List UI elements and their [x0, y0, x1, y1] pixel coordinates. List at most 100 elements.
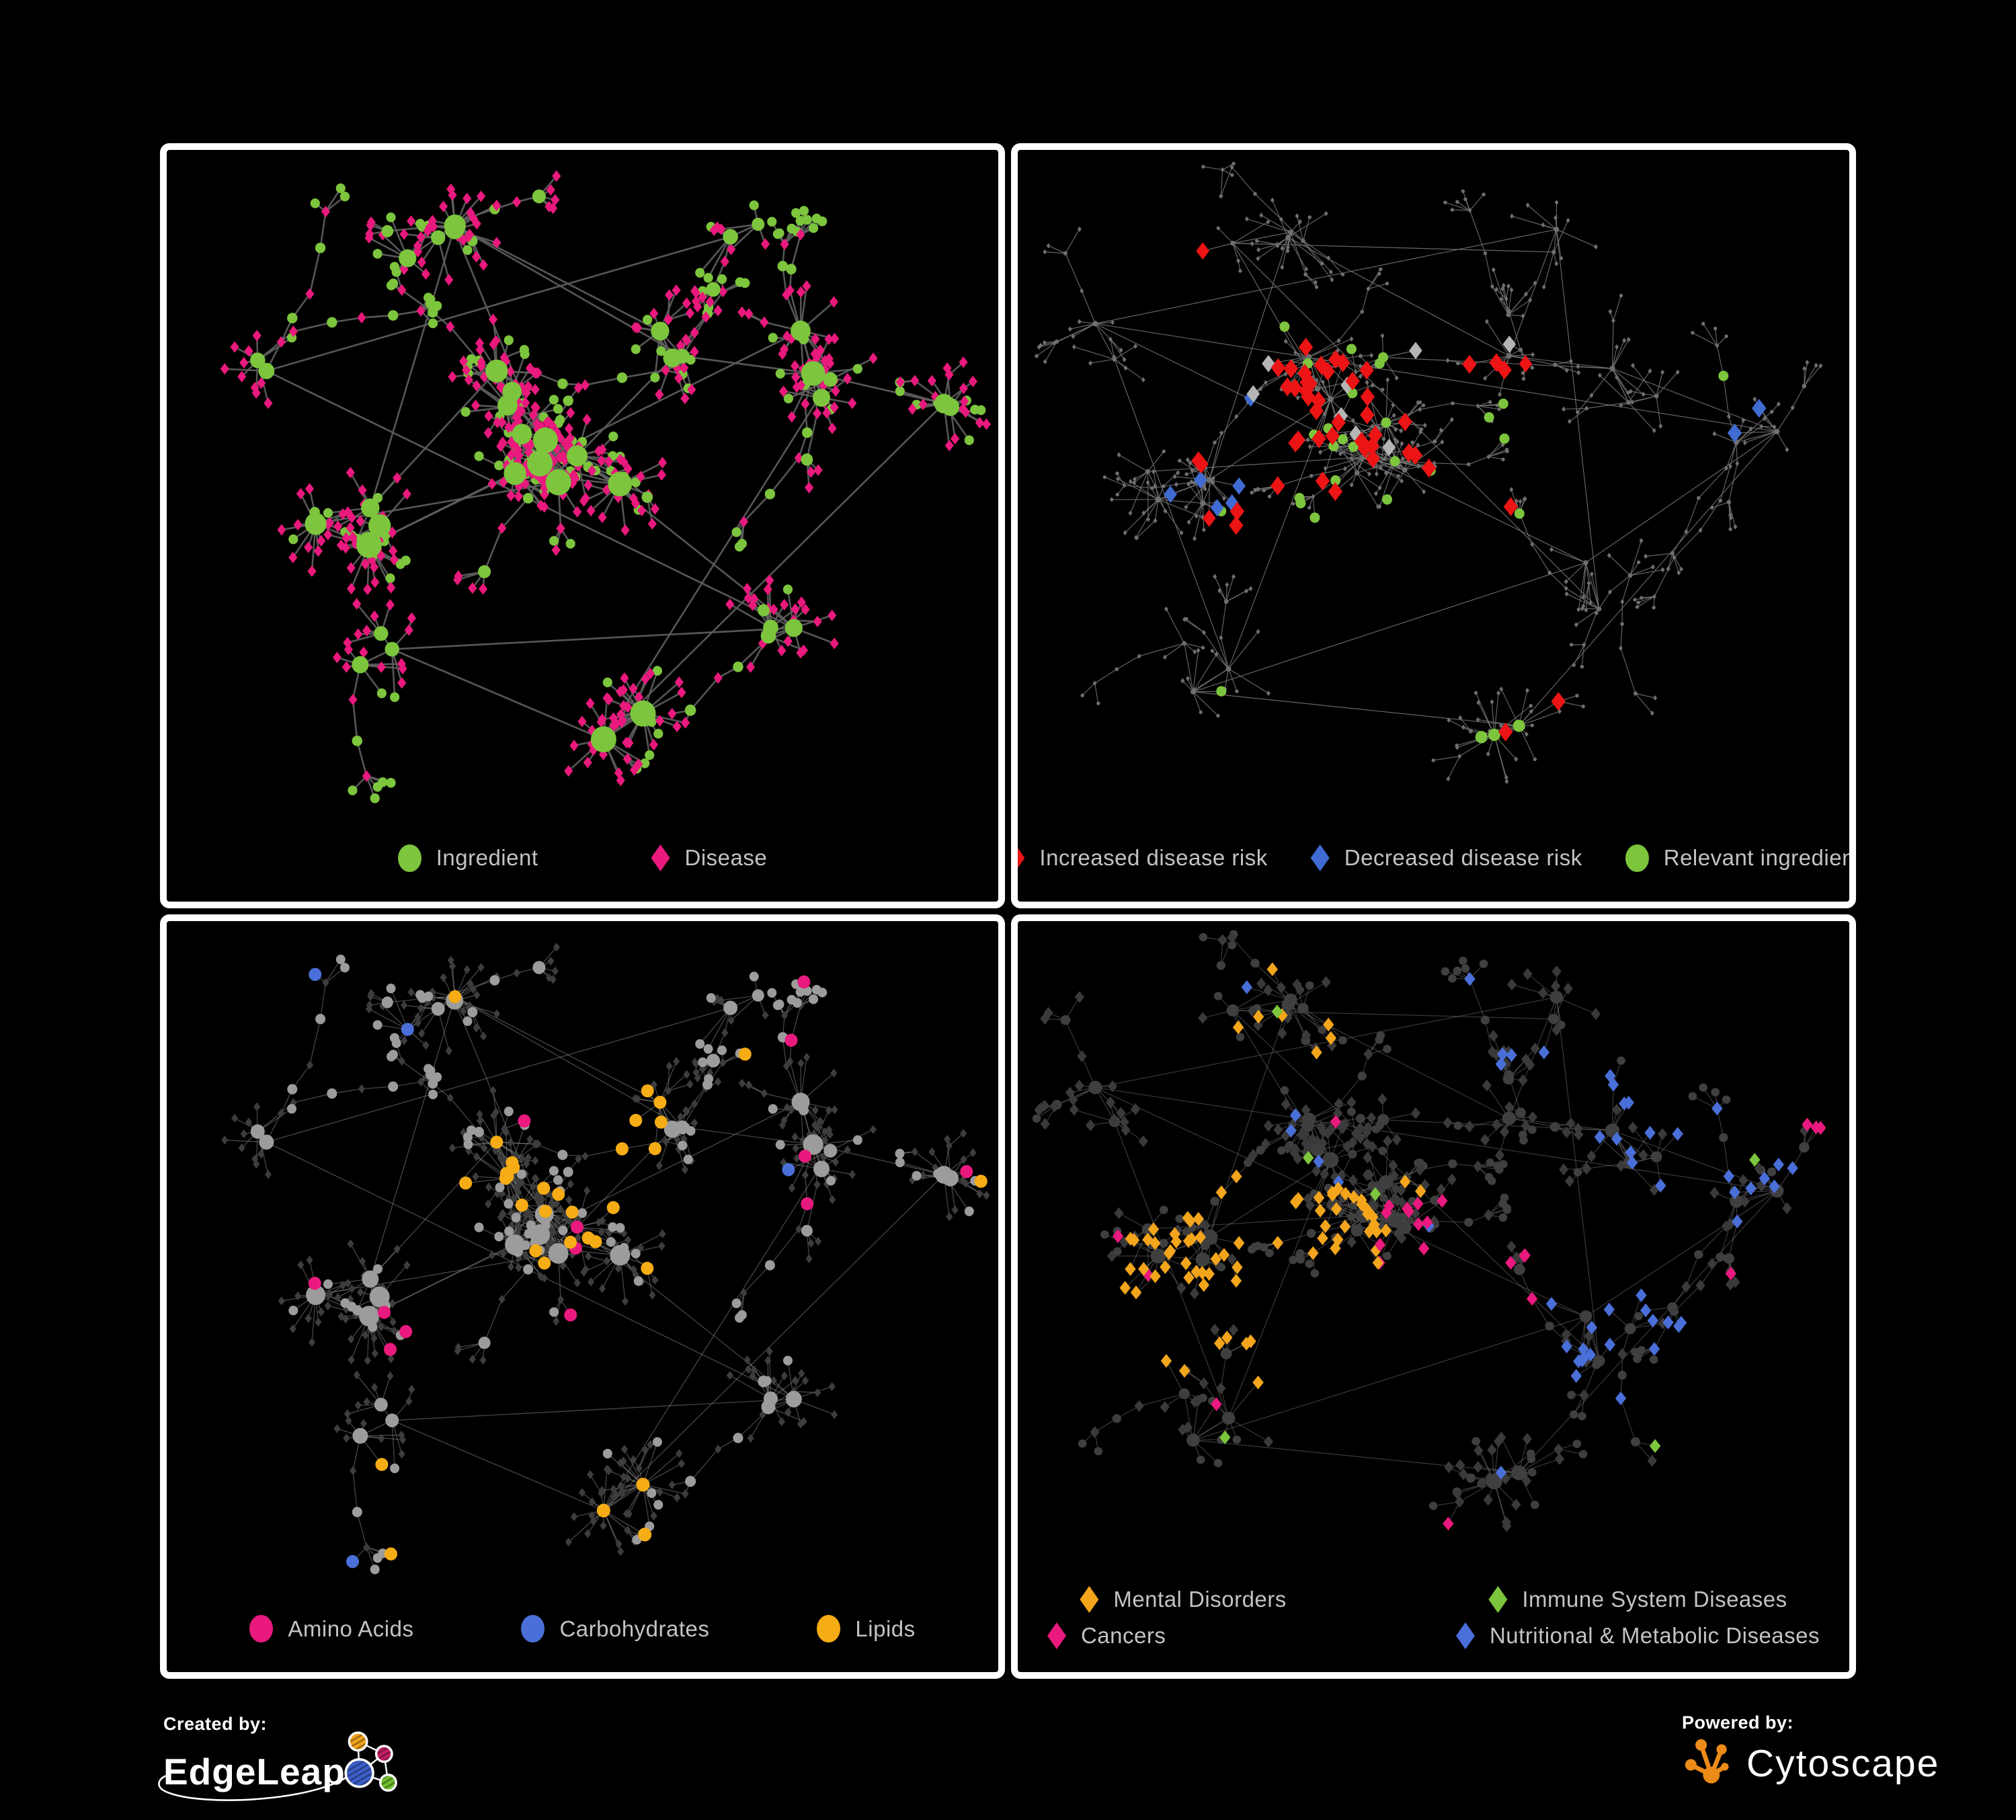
network-edge	[1508, 996, 1557, 1119]
network-node-disease	[791, 1375, 799, 1385]
network-node-disease	[1494, 1149, 1505, 1161]
network-node-disease	[1527, 1111, 1538, 1123]
network-node-ingredient	[1421, 403, 1426, 407]
network-edge	[1527, 204, 1557, 230]
network-edge	[1232, 1010, 1600, 1361]
network-node-ingredient	[323, 1279, 333, 1289]
network-node-disease	[1497, 391, 1502, 397]
network-node-disease	[1281, 1098, 1291, 1110]
network-node-disease	[1283, 371, 1288, 377]
network-node-disease	[358, 484, 367, 496]
network-node-disease	[504, 422, 514, 434]
network-node-ingredient	[381, 225, 394, 237]
network-node-disease	[1684, 528, 1689, 535]
network-nodes	[1032, 929, 1826, 1532]
network-edge	[1209, 1159, 1331, 1238]
network-node-ingredient	[608, 431, 618, 442]
legend-label: Increased disease risk	[1039, 845, 1268, 870]
network-edge	[642, 1484, 650, 1526]
network-node-disease	[631, 1093, 639, 1103]
network-node-disease	[1119, 348, 1123, 353]
network-node-disease	[366, 219, 375, 231]
network-node-disease	[458, 234, 468, 246]
network-node-ingredient	[703, 272, 713, 283]
network-node-ingredient	[538, 1204, 552, 1218]
network-edge	[1620, 624, 1623, 649]
network-node-ingredient	[1691, 331, 1695, 335]
network-node-ingredient	[1474, 690, 1478, 695]
network-node-ingredient	[615, 1142, 629, 1155]
network-edge	[391, 649, 396, 697]
network-node-ingredient	[1200, 500, 1206, 506]
network-node-disease	[1549, 547, 1554, 553]
network-edge	[1114, 1121, 1229, 1419]
network-edge	[1325, 457, 1363, 469]
network-edge	[1703, 323, 1718, 346]
network-node-disease	[683, 1107, 690, 1116]
network-node-disease	[657, 469, 666, 481]
network-node-ingredient	[1159, 1238, 1168, 1248]
network-node-disease	[332, 651, 342, 664]
network-node-disease	[348, 1355, 355, 1364]
network-node-disease	[605, 1466, 612, 1475]
network-node-disease	[1361, 1125, 1372, 1138]
network-node-ingredient	[1530, 723, 1534, 727]
network-node-disease	[564, 422, 573, 435]
network-node-disease	[1298, 338, 1314, 357]
network-node-ingredient	[1232, 1435, 1242, 1443]
network-edge	[1366, 1143, 1379, 1189]
network-edge	[622, 369, 666, 379]
network-node-disease	[962, 1178, 969, 1188]
network-node-disease	[942, 362, 952, 374]
network-node-ingredient	[1716, 1252, 1725, 1261]
network-node-disease	[624, 1525, 631, 1535]
network-node-disease	[598, 713, 607, 725]
network-node-disease	[1440, 439, 1445, 445]
network-node-disease	[1666, 566, 1670, 571]
network-node-disease	[333, 1423, 341, 1433]
network-edge	[1305, 274, 1317, 288]
network-node-disease	[549, 1201, 556, 1211]
network-node-disease	[1290, 1142, 1300, 1155]
network-edge	[1104, 477, 1125, 486]
network-node-disease	[479, 1355, 487, 1365]
network-edge	[1469, 978, 1486, 1020]
network-node-disease	[1530, 352, 1535, 358]
network-edge	[1804, 365, 1817, 387]
network-node-disease	[238, 1143, 245, 1152]
network-node-disease	[565, 1195, 573, 1204]
network-node-disease	[635, 1463, 643, 1473]
network-node-ingredient	[735, 277, 745, 287]
network-edge	[1553, 229, 1557, 253]
network-edge	[1630, 569, 1663, 576]
network-node-disease	[701, 311, 711, 323]
network-edge	[1728, 1221, 1738, 1259]
network-node-disease	[709, 224, 719, 237]
network-node-disease	[743, 592, 753, 604]
network-node-disease	[1248, 586, 1253, 592]
network-node-ingredient	[467, 1125, 476, 1135]
network-node-ingredient	[695, 268, 705, 278]
network-node-ingredient	[786, 264, 797, 275]
legend-item-decreased-disease-risk: Decreased disease risk	[1310, 844, 1582, 871]
network-edge	[1303, 240, 1332, 272]
network-node-disease	[1500, 286, 1505, 292]
network-node-disease	[369, 561, 379, 573]
network-node-disease	[1263, 1435, 1274, 1448]
network-node-ingredient	[323, 508, 333, 518]
network-node-disease	[1511, 1498, 1521, 1511]
network-node-ingredient	[1216, 226, 1220, 231]
network-node-disease	[364, 1355, 371, 1365]
network-node-ingredient	[444, 214, 466, 237]
network-node-disease	[1486, 454, 1491, 460]
network-node-ingredient	[1697, 496, 1701, 500]
network-edge	[1065, 1019, 1082, 1056]
network-node-disease	[691, 286, 700, 299]
network-edge	[1434, 1220, 1469, 1223]
network-node-disease	[402, 488, 411, 500]
network-node-ingredient	[431, 1001, 445, 1016]
network-edge	[1564, 407, 1587, 410]
network-edge	[1519, 711, 1560, 727]
network-node-disease	[1385, 377, 1390, 383]
network-node-ingredient	[653, 1499, 663, 1509]
